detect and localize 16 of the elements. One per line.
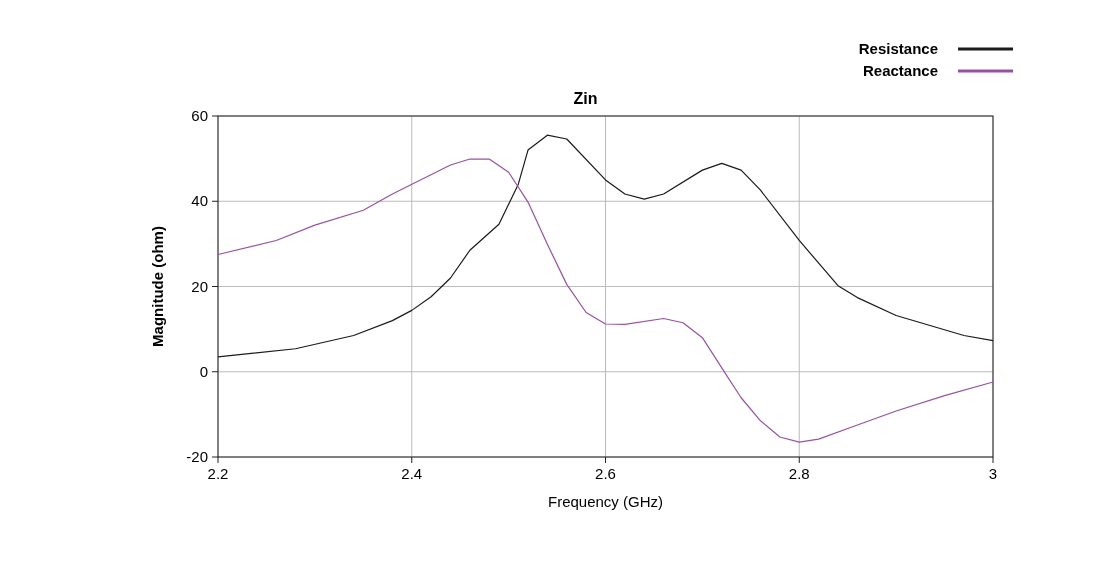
x-tick-label: 3 [988,465,998,482]
line-series [217,158,994,443]
y-tick-label: 20 [191,277,208,295]
x-tick-label: 2.4 [401,465,423,482]
y-tick-label: -20 [186,448,208,465]
y-tick-label: 40 [191,192,208,210]
x-tick-label: 2.6 [595,465,616,482]
chart-title: Zin [573,90,598,107]
legend-label: Reactance [862,62,938,79]
x-tick-label: 2.2 [207,465,229,482]
x-axis-title: Frequency (GHz) [547,493,664,510]
y-axis-title: Magnitude (ohm) [149,226,166,347]
legend-label: Resistance [858,40,938,57]
y-tick-label: 0 [199,362,208,380]
x-tick-label: 2.8 [788,465,810,482]
y-tick-label: 60 [191,107,208,124]
